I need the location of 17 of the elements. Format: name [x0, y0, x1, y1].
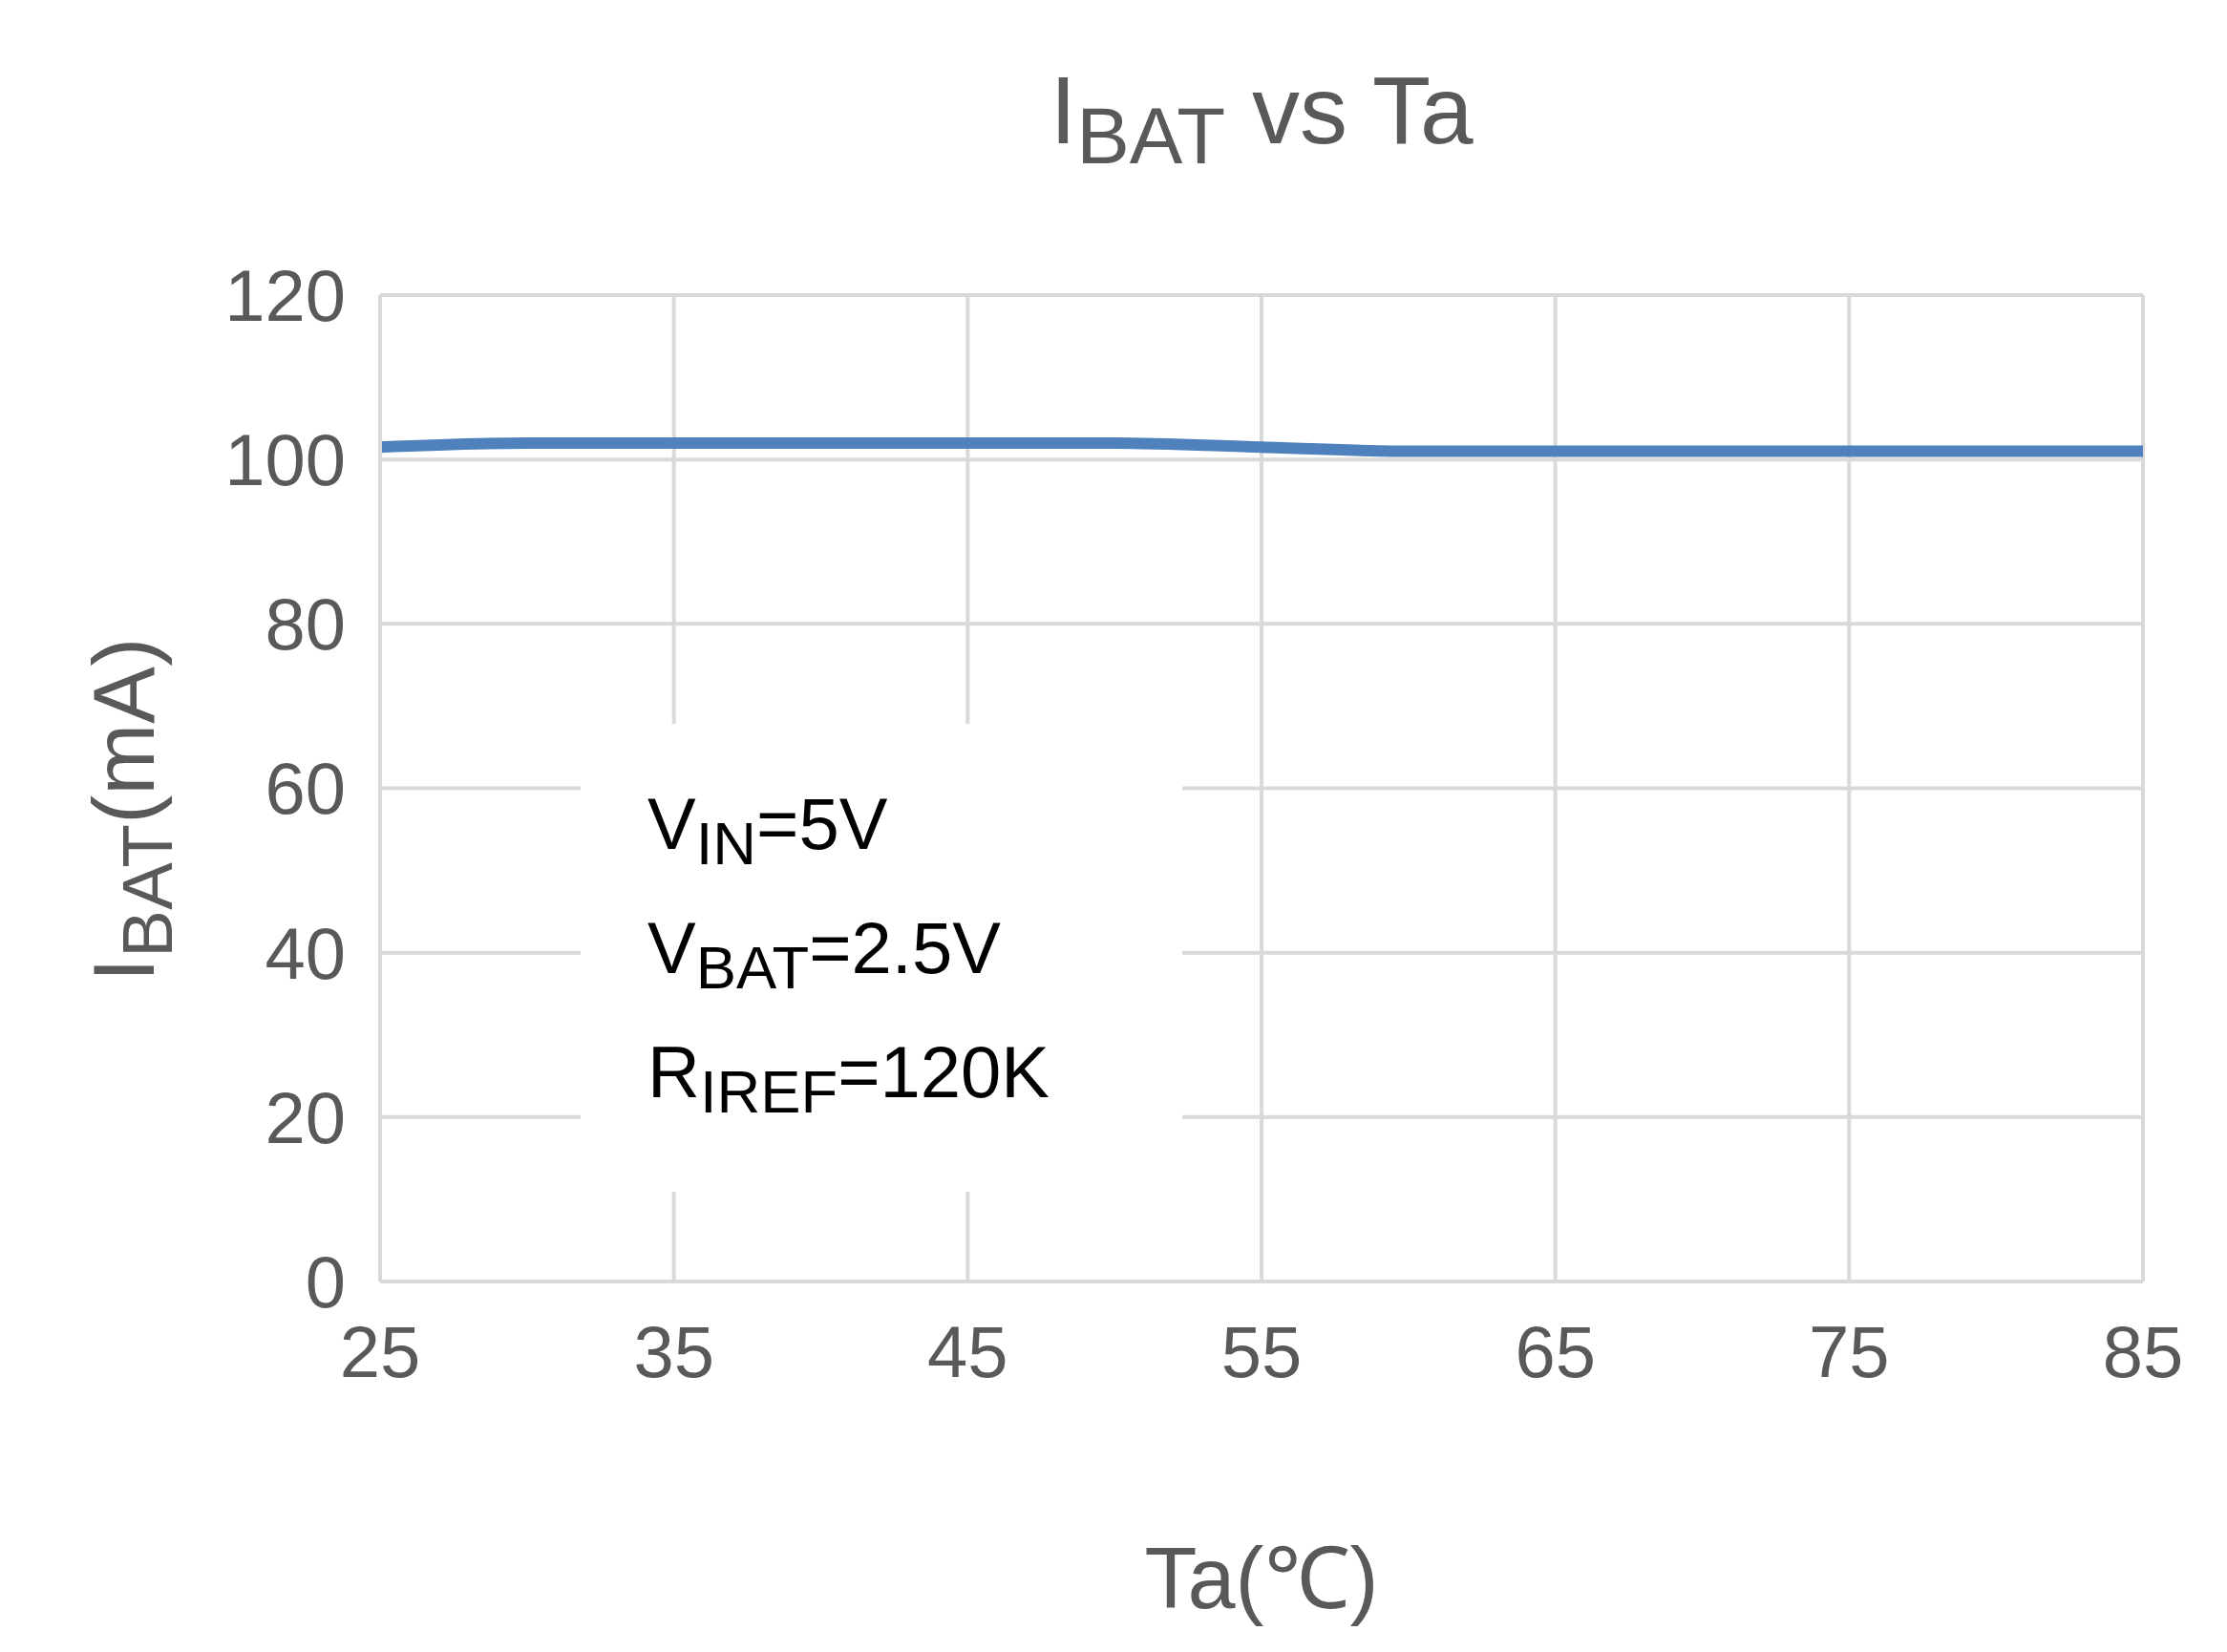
annotation: V$_{BAT}$=2.5V	[647, 906, 1002, 1004]
annotation: V$_{IN}$=5V	[647, 782, 889, 879]
annotation: R$_{IREF}$=120K	[647, 1030, 1051, 1128]
y-tick-label: 60	[265, 748, 346, 830]
y-tick-label: 80	[265, 583, 346, 666]
y-tick-label: 100	[224, 419, 346, 501]
x-tick-label: 65	[1515, 1310, 1596, 1392]
y-tick-label: 120	[224, 254, 346, 336]
x-tick-label: 45	[927, 1310, 1008, 1392]
x-tick-label: 35	[633, 1310, 714, 1392]
x-axis-title: Ta(℃)	[1143, 1530, 1380, 1628]
y-tick-label: 40	[265, 912, 346, 994]
x-tick-label: 55	[1220, 1310, 1303, 1392]
x-tick-label: 85	[2102, 1310, 2184, 1392]
y-tick-label: 20	[265, 1076, 346, 1158]
chart-title: I$_{BAT}$ vs Ta	[1049, 55, 1474, 182]
x-tick-label: 75	[1809, 1310, 1890, 1392]
